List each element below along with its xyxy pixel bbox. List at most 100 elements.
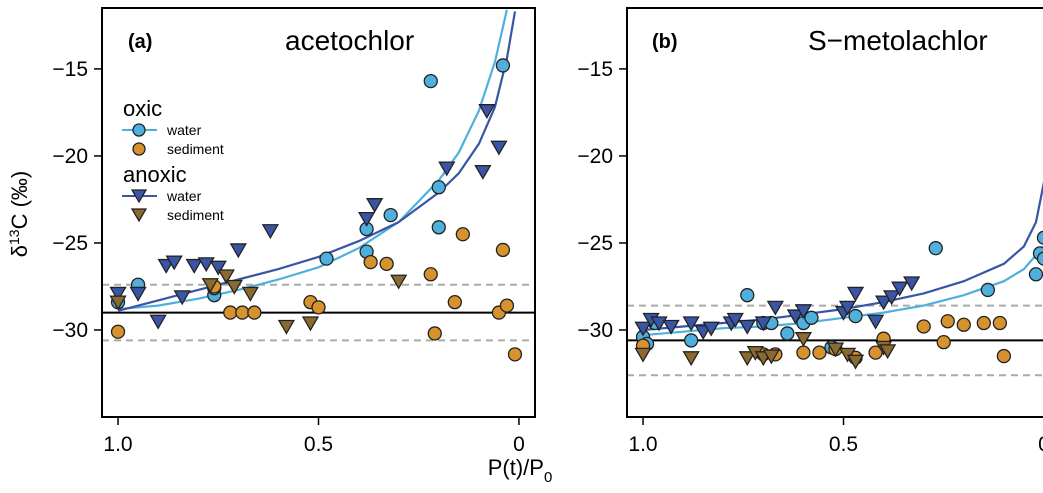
panel-a-oxic-sediment-point-10 bbox=[427, 326, 442, 341]
panel-a-oxic-sediment-point-15 bbox=[507, 347, 523, 362]
panel-a-anoxic-sediment-point-1 bbox=[201, 278, 219, 294]
legend-oxic-heading: oxic bbox=[123, 96, 162, 121]
panel-b-oxic-water-point-11 bbox=[848, 308, 863, 324]
panel-a-anoxic-water-point-14 bbox=[478, 104, 496, 119]
panel-b-anoxic-sediment-point-9 bbox=[846, 354, 865, 370]
panel-b-y-tick-label-1: −20 bbox=[577, 145, 613, 168]
panel-a-y-tick-label-1: −20 bbox=[52, 145, 88, 168]
legend-anoxic-water-key bbox=[122, 189, 157, 204]
panel-b-anoxic-water-point-18 bbox=[874, 295, 893, 311]
panel-a-oxic-water-point-9 bbox=[431, 180, 446, 195]
panel-a-oxic-sediment-point-3 bbox=[235, 305, 250, 320]
panel-b-ticks: 1.0 0.5 0 −15 −20 −25 −30 bbox=[577, 58, 1043, 456]
panel-b-tag: (b) bbox=[652, 31, 678, 53]
panel-b-oxic-water-point-12 bbox=[928, 241, 943, 256]
panel-b-anoxic-water-point-17 bbox=[866, 314, 885, 330]
panel-b-anoxic-water-point-12 bbox=[786, 309, 805, 325]
panel-a-oxic-sediment-point-12 bbox=[455, 227, 470, 242]
panel-b-title: S−metolachlor bbox=[808, 25, 988, 56]
panel-b-anoxic-sediment-point-2 bbox=[738, 351, 756, 367]
y-axis-title-delta: δ bbox=[7, 245, 32, 257]
panel-a-anoxic-water-point-12 bbox=[173, 290, 191, 306]
panel-b-anoxic-water-point-11 bbox=[766, 300, 784, 316]
panel-a-anoxic-water-point-1 bbox=[129, 286, 147, 302]
panel-b-y-tick-label-2: −25 bbox=[577, 232, 613, 255]
y-axis-title-superscript: 13 bbox=[6, 229, 22, 245]
legend-anoxic-water-label: water bbox=[166, 188, 202, 204]
legend-oxic-water-key bbox=[122, 123, 157, 137]
panel-b-x-tick-label-1: 0.5 bbox=[829, 433, 858, 456]
panel-b-anoxic-sediment-point-6 bbox=[794, 332, 813, 347]
panel-a-anoxic-sediment-point-0 bbox=[109, 295, 127, 311]
panel-b-anoxic-water-point-19 bbox=[882, 290, 901, 306]
panel-a-oxic-sediment-point-6 bbox=[311, 300, 326, 315]
panel-b-anoxic-water-point-10 bbox=[754, 316, 772, 332]
panel-a-oxic-water-point-10 bbox=[431, 220, 446, 235]
panel-b-anoxic-water-point-9 bbox=[738, 319, 756, 335]
panel-a-anoxic-water-point-9 bbox=[357, 211, 376, 227]
panel-b-x-tick-label-0: 1.0 bbox=[628, 433, 657, 456]
panel-a-anoxic-water-point-16 bbox=[490, 140, 508, 156]
panel-a-plot-area bbox=[102, 9, 535, 362]
panel-a-oxic-sediment-point-2 bbox=[223, 305, 238, 320]
panel-a-anoxic-sediment-point-7 bbox=[390, 274, 408, 290]
panel-b-oxic-sediment-point-12 bbox=[956, 317, 971, 332]
legend-anoxic-sediment-key bbox=[130, 208, 148, 223]
panel-a-tag: (a) bbox=[128, 31, 152, 53]
panel-a-oxic-sediment-point-16 bbox=[495, 242, 511, 258]
legend-oxic-sediment-label: sediment bbox=[167, 141, 224, 157]
panel-a-x-tick-label-0: 1.0 bbox=[103, 433, 132, 456]
panel-a-oxic-sediment-point-14 bbox=[499, 298, 515, 313]
panel-a-x-tick-label-1: 0.5 bbox=[304, 433, 333, 456]
panel-a-anoxic-water-point-3 bbox=[165, 255, 183, 271]
panel-b-oxic-water-point-13 bbox=[980, 282, 995, 298]
panel-a-anoxic-water-point-10 bbox=[366, 198, 384, 213]
panel-a-anoxic-water-point-8 bbox=[261, 224, 280, 240]
panel-a-y-tick-label-2: −25 bbox=[52, 232, 88, 255]
panel-a-oxic-sediment-point-8 bbox=[379, 256, 394, 271]
panel-b-anoxic-water-point-4 bbox=[682, 316, 700, 332]
x-axis-title-subscript: 0 bbox=[544, 469, 552, 486]
panel-a-x-tick-label-2: 0 bbox=[513, 433, 525, 456]
panel-b-oxic-water-point-4 bbox=[740, 288, 755, 303]
panel-a-anoxic-sediment-point-3 bbox=[225, 279, 243, 295]
panel-b-oxic-water-point-14 bbox=[1028, 267, 1043, 282]
y-axis-title-unit: C (‰) bbox=[7, 171, 32, 230]
panel-b-oxic-sediment-point-14 bbox=[992, 315, 1008, 331]
panel-a-anoxic-water-point-6 bbox=[209, 260, 227, 276]
panel-b-anoxic-water-point-13 bbox=[794, 304, 813, 320]
panel-b-anoxic-water-point-0 bbox=[634, 321, 652, 337]
panel-a-anoxic-water-point-15 bbox=[474, 164, 492, 180]
panel-a-ticks: 1.0 0.5 0 −15 −20 −25 −30 bbox=[52, 58, 524, 456]
panel-a-anoxic-water-point-7 bbox=[229, 243, 247, 259]
legend-oxic-water-label: water bbox=[166, 122, 202, 138]
legend-anoxic-heading: anoxic bbox=[123, 162, 187, 187]
panel-b-oxic-sediment-point-3 bbox=[796, 345, 811, 360]
panel-a-model-line-1 bbox=[117, 11, 517, 312]
panel-a-oxic-water-point-8 bbox=[423, 73, 438, 89]
panel-a-oxic-sediment-point-0 bbox=[110, 324, 126, 339]
panel-a-clipped-marks bbox=[102, 9, 535, 362]
x-axis-title: P(t)/P0 bbox=[488, 455, 553, 486]
x-axis-title-main: P(t)/P bbox=[488, 455, 544, 480]
panel-a-title: acetochlor bbox=[285, 25, 414, 56]
panel-a-anoxic-water-point-11 bbox=[149, 314, 167, 330]
panel-b-oxic-water-point-17 bbox=[1036, 251, 1043, 266]
panel-b-s-metolachlor: (b) S−metolachlor 1.0 0.5 0 −15 −20 −25 −30 bbox=[577, 7, 1043, 456]
panel-a-oxic-sediment-point-4 bbox=[247, 305, 262, 320]
panel-b-clipped-marks bbox=[627, 181, 1043, 377]
panel-b-anoxic-sediment-point-11 bbox=[878, 344, 897, 360]
y-axis-title: δ13C (‰) bbox=[6, 171, 32, 257]
panel-b-anoxic-sediment-point-0 bbox=[634, 347, 652, 363]
panel-b-y-tick-label-0: −15 bbox=[577, 58, 613, 81]
panel-a-y-tick-label-3: −30 bbox=[52, 319, 88, 342]
panel-a-oxic-water-point-11 bbox=[495, 58, 511, 73]
panel-a-anoxic-sediment-point-5 bbox=[277, 319, 296, 335]
panel-b-anoxic-sediment-point-1 bbox=[682, 351, 700, 367]
panel-b-anoxic-water-point-15 bbox=[838, 300, 857, 316]
panel-a-anoxic-water-point-5 bbox=[197, 257, 215, 273]
panel-b-oxic-sediment-point-9 bbox=[916, 319, 931, 334]
panel-b-anoxic-water-point-3 bbox=[662, 319, 680, 335]
panel-a-oxic-sediment-point-11 bbox=[447, 294, 462, 310]
